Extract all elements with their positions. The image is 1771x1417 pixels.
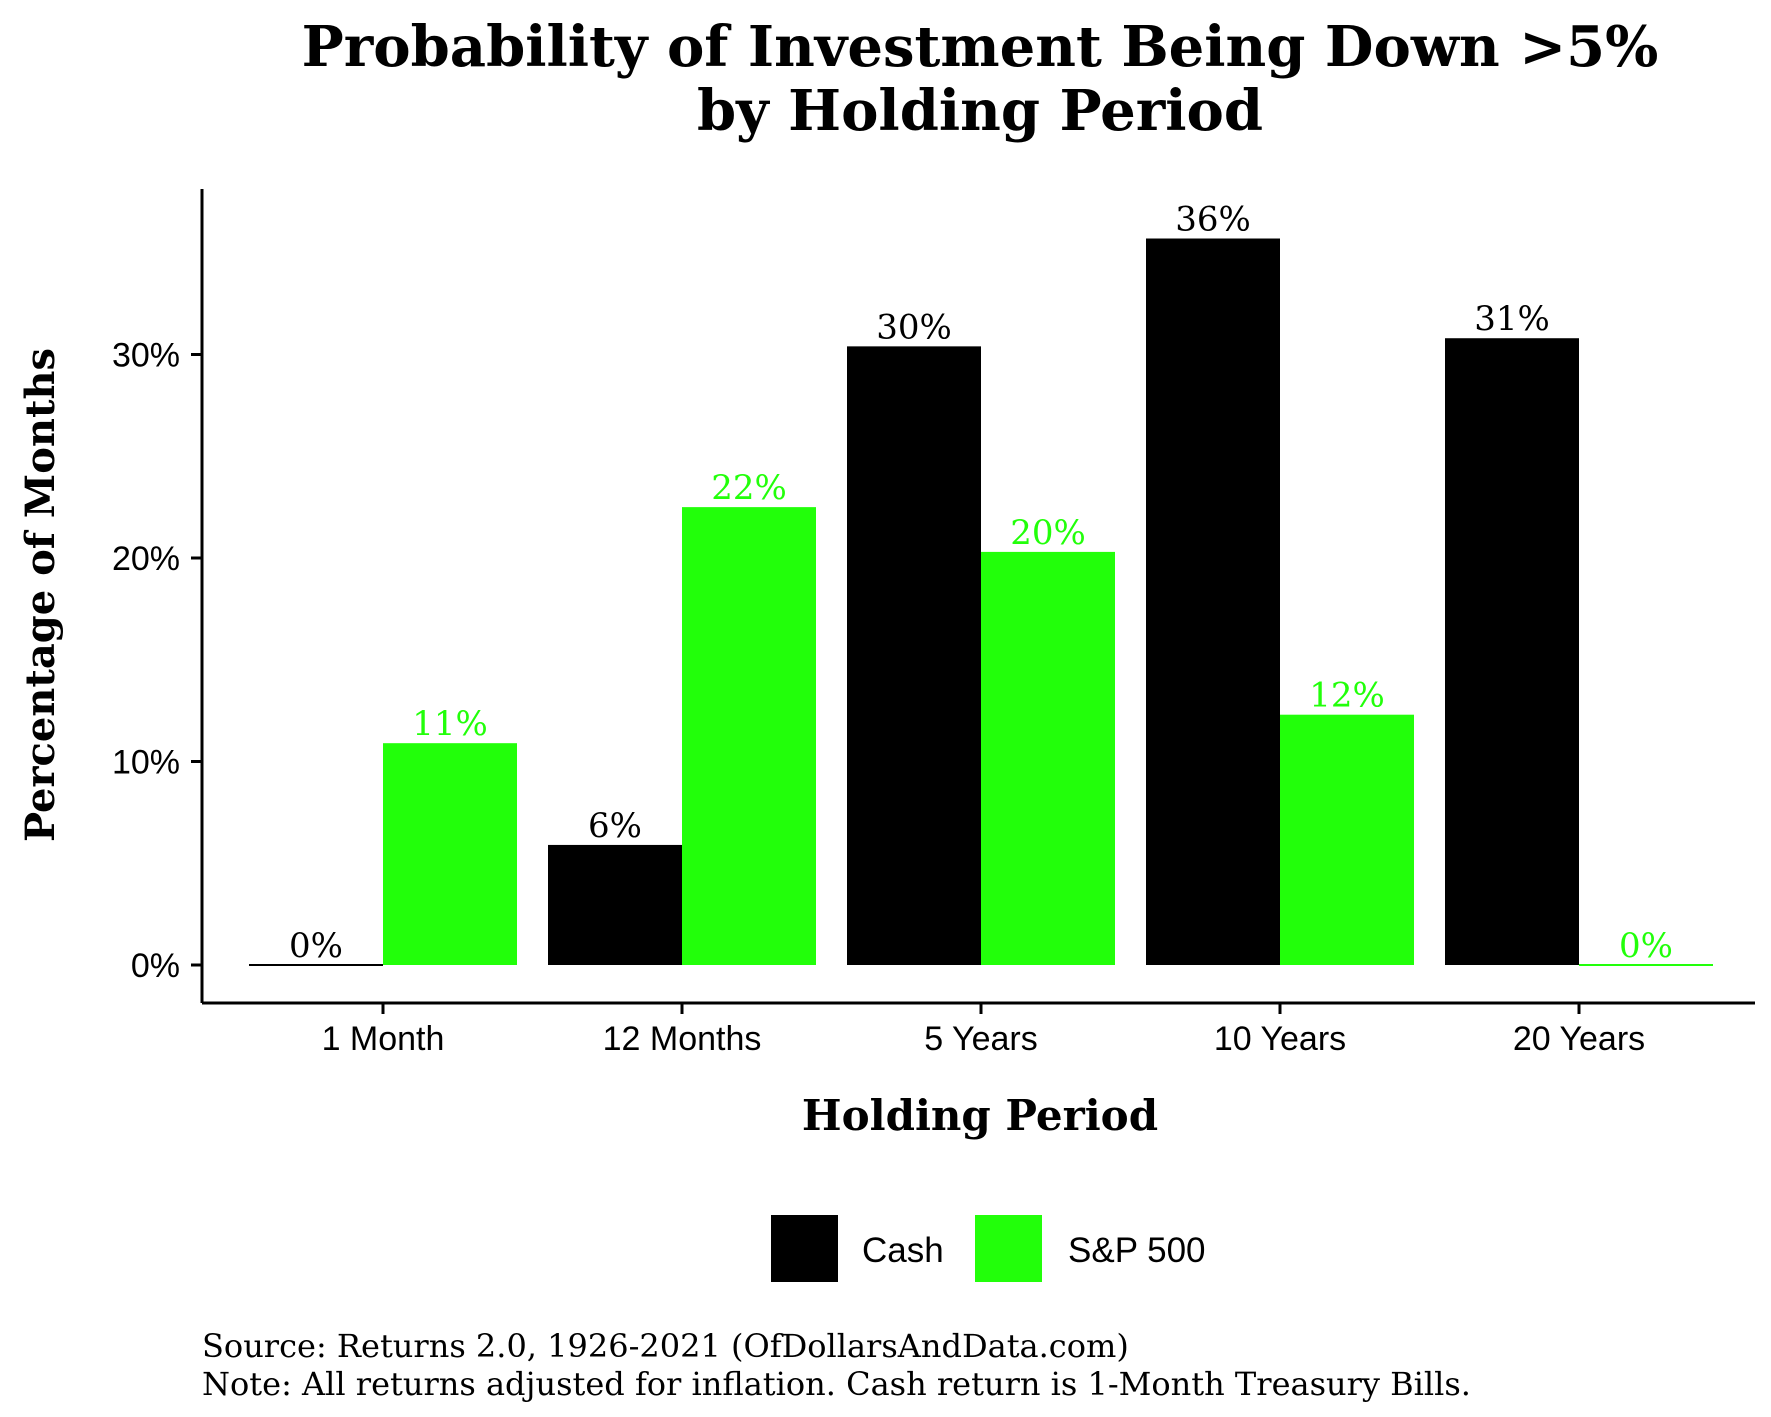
data-label-cash: 30% <box>876 307 952 347</box>
note-caption: Note: All returns adjusted for inflation… <box>202 1365 1471 1403</box>
data-labels: 0% 11% 6% 22% 30% 20% 36% 12% 31% 0% <box>289 200 1673 966</box>
x-tick-label: 1 Month <box>322 1020 445 1058</box>
legend-label-cash: Cash <box>862 1231 944 1270</box>
y-ticks: 0% 10% 20% 30% <box>112 337 202 985</box>
data-label-cash: 31% <box>1474 299 1550 339</box>
data-label-cash: 36% <box>1175 200 1251 240</box>
legend-swatch-sp500 <box>975 1215 1042 1282</box>
data-label-sp500: 11% <box>412 704 488 744</box>
bar-cash <box>548 844 682 965</box>
data-label-cash: 6% <box>588 806 642 846</box>
y-tick-label: 0% <box>131 947 180 985</box>
x-tick-label: 20 Years <box>1513 1020 1645 1058</box>
bar-sp500 <box>682 507 816 965</box>
bar-sp500 <box>981 551 1115 965</box>
bar-cash <box>847 346 981 965</box>
bar-cash <box>1445 338 1579 966</box>
data-label-sp500: 22% <box>711 468 787 508</box>
bar-sp500 <box>1280 714 1414 965</box>
x-tick-label: 10 Years <box>1214 1020 1346 1058</box>
x-axis-label: Holding Period <box>802 1091 1158 1140</box>
x-tick-label: 5 Years <box>924 1020 1037 1058</box>
bars <box>249 238 1713 966</box>
legend-label-sp500: S&P 500 <box>1068 1231 1206 1270</box>
x-ticks: 1 Month 12 Months 5 Years 10 Years 20 Years <box>322 1003 1645 1058</box>
x-tick-label: 12 Months <box>603 1020 762 1058</box>
chart-title-line1: Probability of Investment Being Down >5% <box>302 14 1659 80</box>
y-tick-label: 30% <box>112 337 180 375</box>
chart-title-line2: by Holding Period <box>697 78 1263 144</box>
data-label-cash: 0% <box>289 926 343 966</box>
data-label-sp500: 12% <box>1309 676 1385 716</box>
y-axis-label: Percentage of Months <box>17 348 64 842</box>
y-tick-label: 20% <box>112 540 180 578</box>
data-label-sp500: 20% <box>1010 513 1086 553</box>
bar-cash <box>1146 238 1280 965</box>
legend-swatch-cash <box>771 1215 838 1282</box>
y-tick-label: 10% <box>112 744 180 782</box>
legend: Cash S&P 500 <box>771 1215 1206 1282</box>
bar-sp500 <box>383 743 517 965</box>
source-caption: Source: Returns 2.0, 1926-2021 (OfDollar… <box>202 1327 1129 1365</box>
data-label-sp500: 0% <box>1619 926 1673 966</box>
